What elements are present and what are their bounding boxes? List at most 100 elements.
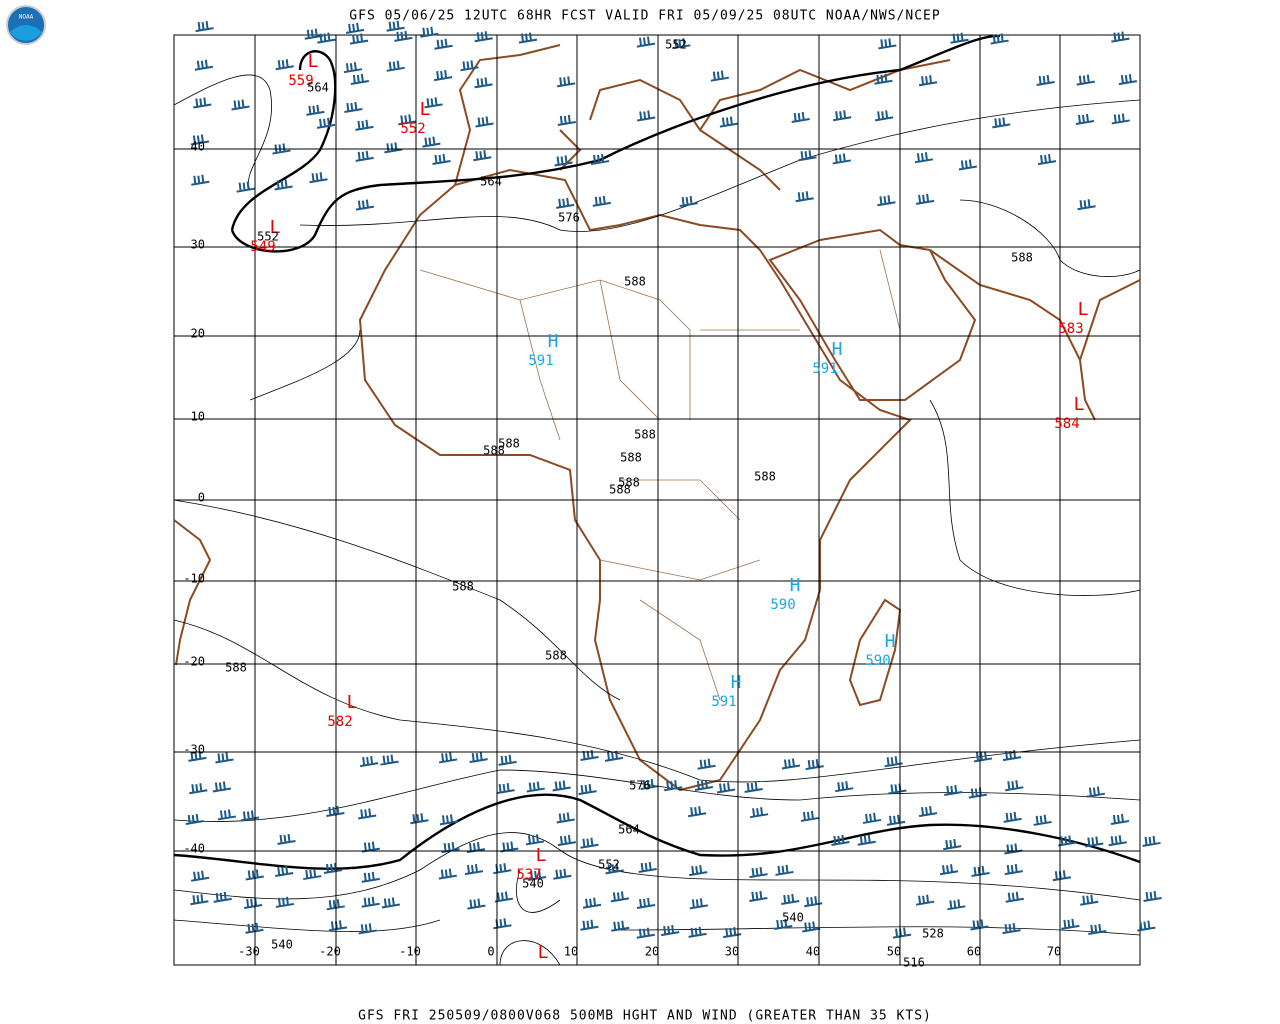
- wind-barb: [1003, 811, 1022, 823]
- center-value: 584: [1054, 416, 1079, 432]
- wind-barb: [398, 114, 417, 126]
- wind-barb: [193, 97, 212, 109]
- wind-barb: [687, 806, 707, 818]
- center-value: 582: [327, 714, 352, 730]
- wind-barb: [326, 805, 345, 818]
- wind-barb: [888, 783, 907, 795]
- wind-barb: [992, 117, 1011, 129]
- wind-barb: [498, 754, 517, 766]
- wind-barb: [1110, 813, 1130, 825]
- wind-barb: [380, 754, 399, 766]
- center-letter: L: [1078, 299, 1089, 320]
- wind-barb: [884, 756, 903, 768]
- wind-barb: [1076, 74, 1095, 86]
- wind-barb: [344, 101, 363, 114]
- longitude-label: -20: [319, 945, 341, 959]
- wind-barb: [355, 119, 374, 131]
- wind-barb: [1088, 923, 1107, 935]
- wind-barb: [386, 20, 405, 32]
- wind-barb: [892, 927, 912, 939]
- wind-barb: [610, 891, 630, 903]
- title: GFS 05/06/25 12UTC 68HR FCST VALID FRI 0…: [349, 9, 940, 24]
- wind-barb: [303, 868, 322, 881]
- contour-label: 552: [598, 858, 620, 872]
- wind-barb: [744, 781, 763, 793]
- wind-barb: [381, 897, 401, 909]
- wind-barb: [1004, 843, 1023, 855]
- center-value: 583: [1058, 321, 1083, 337]
- wind-barb: [1037, 153, 1057, 166]
- contour-label: 588: [754, 470, 776, 484]
- center-letter: L: [308, 51, 319, 72]
- contour-label: 540: [782, 911, 804, 925]
- wind-barb: [874, 110, 894, 122]
- wind-barb: [306, 104, 325, 116]
- wind-barb: [805, 759, 824, 771]
- wind-barb: [1111, 113, 1130, 125]
- wind-barb: [361, 841, 381, 853]
- wind-barb: [710, 70, 729, 82]
- wind-barb: [944, 784, 963, 796]
- wind-barb: [862, 812, 882, 824]
- wind-barb: [189, 783, 208, 795]
- wind-barb: [275, 896, 295, 908]
- wind-barb: [749, 890, 768, 902]
- wind-barb: [795, 191, 814, 203]
- wind-barb: [355, 199, 375, 211]
- wind-barb: [640, 778, 659, 791]
- wind-barb: [557, 76, 576, 88]
- wind-barb: [918, 806, 938, 818]
- wind-barb: [1143, 890, 1162, 902]
- wind-barb: [723, 927, 742, 939]
- contour-label: 516: [903, 956, 925, 970]
- wind-barb: [1142, 835, 1161, 847]
- center-letter: L: [538, 942, 549, 963]
- wind-barb: [553, 868, 572, 880]
- wind-barb: [236, 181, 255, 193]
- wind-barb: [661, 924, 680, 937]
- wind-barb: [358, 923, 377, 935]
- wind-barb: [781, 758, 801, 770]
- latitude-label: 10: [191, 410, 205, 424]
- wind-barb: [213, 891, 232, 903]
- wind-barb: [475, 116, 494, 128]
- wind-barb: [217, 809, 237, 821]
- wind-barb: [309, 172, 328, 184]
- center-value: 559: [288, 73, 313, 89]
- wind-barb: [243, 897, 263, 910]
- wind-barb: [939, 864, 959, 876]
- contour-label: 540: [271, 938, 293, 952]
- wind-barb: [191, 174, 210, 186]
- wind-barb: [877, 195, 896, 207]
- wind-barb: [526, 781, 545, 793]
- wind-barb: [274, 179, 293, 191]
- wind-barb: [316, 117, 336, 129]
- wind-barb: [1137, 920, 1156, 932]
- wind-barb: [943, 838, 962, 851]
- wind-barb: [188, 750, 207, 762]
- wind-barb: [424, 97, 443, 109]
- wind-barb: [496, 783, 515, 795]
- contour-label: 588: [545, 649, 567, 663]
- wind-barb: [467, 898, 486, 910]
- longitude-label: -10: [399, 945, 421, 959]
- wind-barb: [874, 73, 893, 85]
- wind-barb: [317, 32, 336, 44]
- wind-barb: [190, 894, 209, 906]
- wind-barb: [832, 110, 852, 122]
- longitude-label: 30: [725, 945, 739, 959]
- center-value: 591: [711, 694, 736, 710]
- wind-barb: [637, 110, 656, 122]
- wind-barb: [749, 867, 768, 879]
- wind-barb: [590, 153, 610, 166]
- contour-label: 564: [618, 823, 640, 837]
- longitude-label: 70: [1047, 945, 1061, 959]
- contour-label: 588: [483, 444, 505, 458]
- wind-barb: [464, 863, 484, 876]
- wind-barb: [886, 814, 906, 826]
- latitude-label: -40: [183, 842, 205, 856]
- wind-barb: [1004, 864, 1023, 876]
- wind-barb: [689, 898, 708, 910]
- wind-barb: [328, 920, 348, 932]
